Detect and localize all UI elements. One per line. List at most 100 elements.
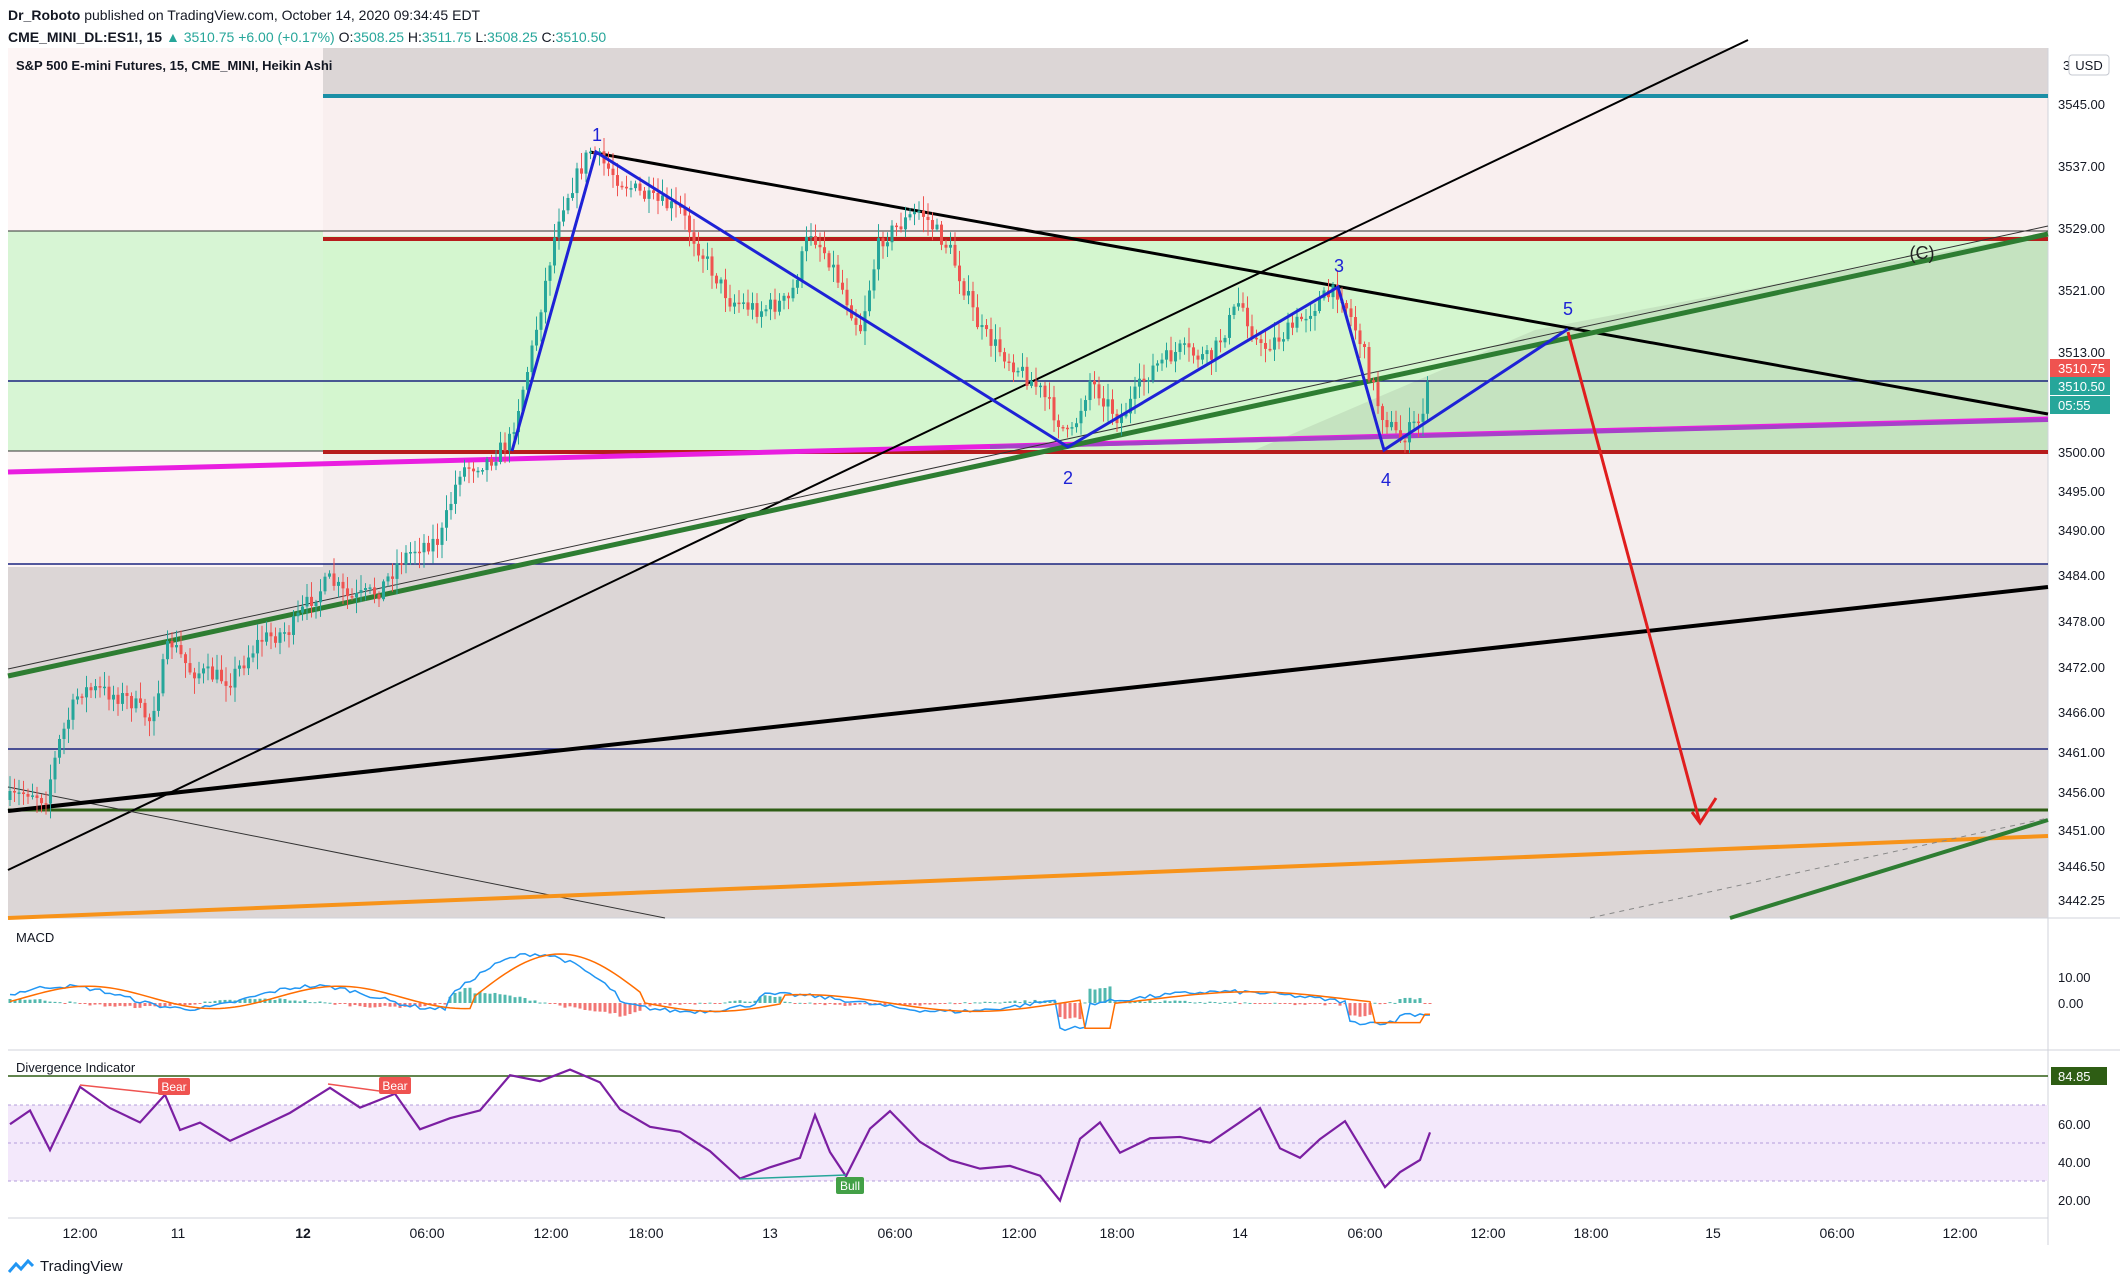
macd-bar — [278, 998, 282, 1003]
macd-bar — [478, 991, 482, 1003]
symbol[interactable]: CME_MINI_DL:ES1!, 15 — [8, 29, 163, 45]
candle-body — [220, 669, 223, 682]
candle-body — [1259, 339, 1263, 344]
macd-bar — [803, 1003, 807, 1004]
macd-bar — [1093, 989, 1097, 1003]
macd-bar — [548, 1003, 552, 1004]
candle-body — [1102, 398, 1105, 407]
author[interactable]: Dr_Roboto — [8, 7, 81, 23]
candle-body — [269, 632, 273, 637]
purple-trendline[interactable] — [989, 418, 2049, 449]
projection-arrow-line[interactable] — [1566, 331, 1702, 824]
candle-body — [71, 699, 75, 720]
macd-bar — [1328, 1003, 1332, 1005]
wave-label-5: 5 — [1563, 299, 1573, 319]
macd-bar — [1363, 1003, 1367, 1017]
candle-body — [967, 291, 970, 296]
macd-bar — [908, 1003, 912, 1006]
candle-body — [1349, 308, 1353, 318]
candle-body — [1219, 340, 1222, 343]
macd-bar — [923, 1003, 927, 1005]
candle-body — [413, 551, 417, 554]
candle-body — [76, 696, 79, 700]
candle-body — [404, 552, 408, 565]
macd-bar — [1128, 1002, 1132, 1004]
macd-bar — [73, 1002, 77, 1004]
div-tick-40: 40.00 — [2058, 1155, 2091, 1170]
projection-arrow-head[interactable] — [1690, 797, 1718, 826]
macd-bar — [188, 1003, 192, 1006]
macd-title[interactable]: MACD — [16, 930, 54, 945]
green-lower-line[interactable] — [1729, 818, 2049, 920]
dashed-projection[interactable] — [1589, 817, 2049, 919]
macd-bar — [598, 1003, 602, 1012]
candle-body — [868, 290, 871, 312]
candle-body — [1030, 381, 1033, 386]
time-tick: 12:00 — [1001, 1225, 1036, 1241]
candle-body — [769, 299, 772, 310]
black-support-line[interactable] — [7, 585, 2049, 813]
macd-bar — [958, 1003, 962, 1004]
candle-body — [1241, 303, 1245, 308]
black-rising-line[interactable] — [7, 39, 1749, 871]
macd-bar — [1268, 1003, 1272, 1004]
macd-bar — [48, 1001, 52, 1003]
candle-body — [260, 639, 264, 642]
candle-body — [985, 325, 988, 330]
currency-label[interactable]: USD — [2075, 58, 2102, 73]
macd-bar — [1003, 1001, 1007, 1003]
macd-bar — [818, 1003, 822, 1004]
footer: TradingView — [8, 1258, 123, 1275]
candle-body — [800, 251, 804, 280]
macd-bar — [918, 1003, 922, 1006]
candle-body — [742, 302, 745, 304]
candle-body — [809, 236, 813, 238]
ohlc-line: CME_MINI_DL:ES1!, 15 ▲ 3510.75 +6.00 (+0… — [8, 26, 606, 48]
candle-body — [692, 232, 696, 244]
div-title[interactable]: Divergence Indicator — [16, 1060, 136, 1075]
candle-body — [872, 269, 876, 291]
candle-body — [1277, 337, 1281, 342]
main-pane-title[interactable]: S&P 500 E-mini Futures, 15, CME_MINI, He… — [16, 58, 332, 73]
elliott-wave-path[interactable] — [510, 149, 1569, 453]
candle-body — [40, 797, 43, 804]
macd-line — [9, 952, 1431, 1032]
time-tick: 12 — [295, 1225, 311, 1241]
macd-bar — [1068, 1003, 1072, 1019]
brand-name[interactable]: TradingView — [40, 1258, 123, 1275]
macd-bar — [43, 1000, 47, 1003]
ohlc-o-value: 3508.25 — [353, 29, 404, 45]
macd-bar — [703, 1003, 707, 1004]
macd-bar — [753, 1000, 757, 1003]
candle-body — [1147, 380, 1150, 382]
candle-body — [908, 214, 912, 218]
macd-bar — [113, 1003, 117, 1007]
candle-body — [665, 195, 669, 209]
candle-body — [881, 238, 885, 247]
currency-button[interactable] — [2068, 54, 2110, 76]
macd-bar — [848, 1003, 852, 1006]
candle-body — [301, 606, 304, 613]
candle-body — [1205, 350, 1209, 355]
macd-bar — [503, 994, 507, 1003]
candle-body — [274, 636, 277, 643]
macd-bar — [1113, 1001, 1117, 1003]
candle-body — [1228, 314, 1231, 338]
candle-body — [719, 279, 723, 284]
candle-body — [319, 591, 322, 603]
macd-bar — [1143, 1001, 1147, 1003]
candle-body — [706, 256, 709, 259]
time-tick: 12:00 — [62, 1225, 97, 1241]
candle-body — [359, 590, 363, 593]
candle-body — [625, 186, 628, 189]
macd-bar — [1138, 1000, 1142, 1003]
macd-bar — [558, 1003, 562, 1006]
orange-trendline[interactable] — [7, 834, 2049, 920]
time-tick: 06:00 — [877, 1225, 912, 1241]
macd-bar — [68, 1001, 72, 1003]
macd-bar — [353, 1003, 357, 1006]
black-falling-line[interactable] — [589, 150, 2049, 416]
macd-bar — [758, 996, 762, 1003]
macd-bar — [883, 1003, 887, 1006]
